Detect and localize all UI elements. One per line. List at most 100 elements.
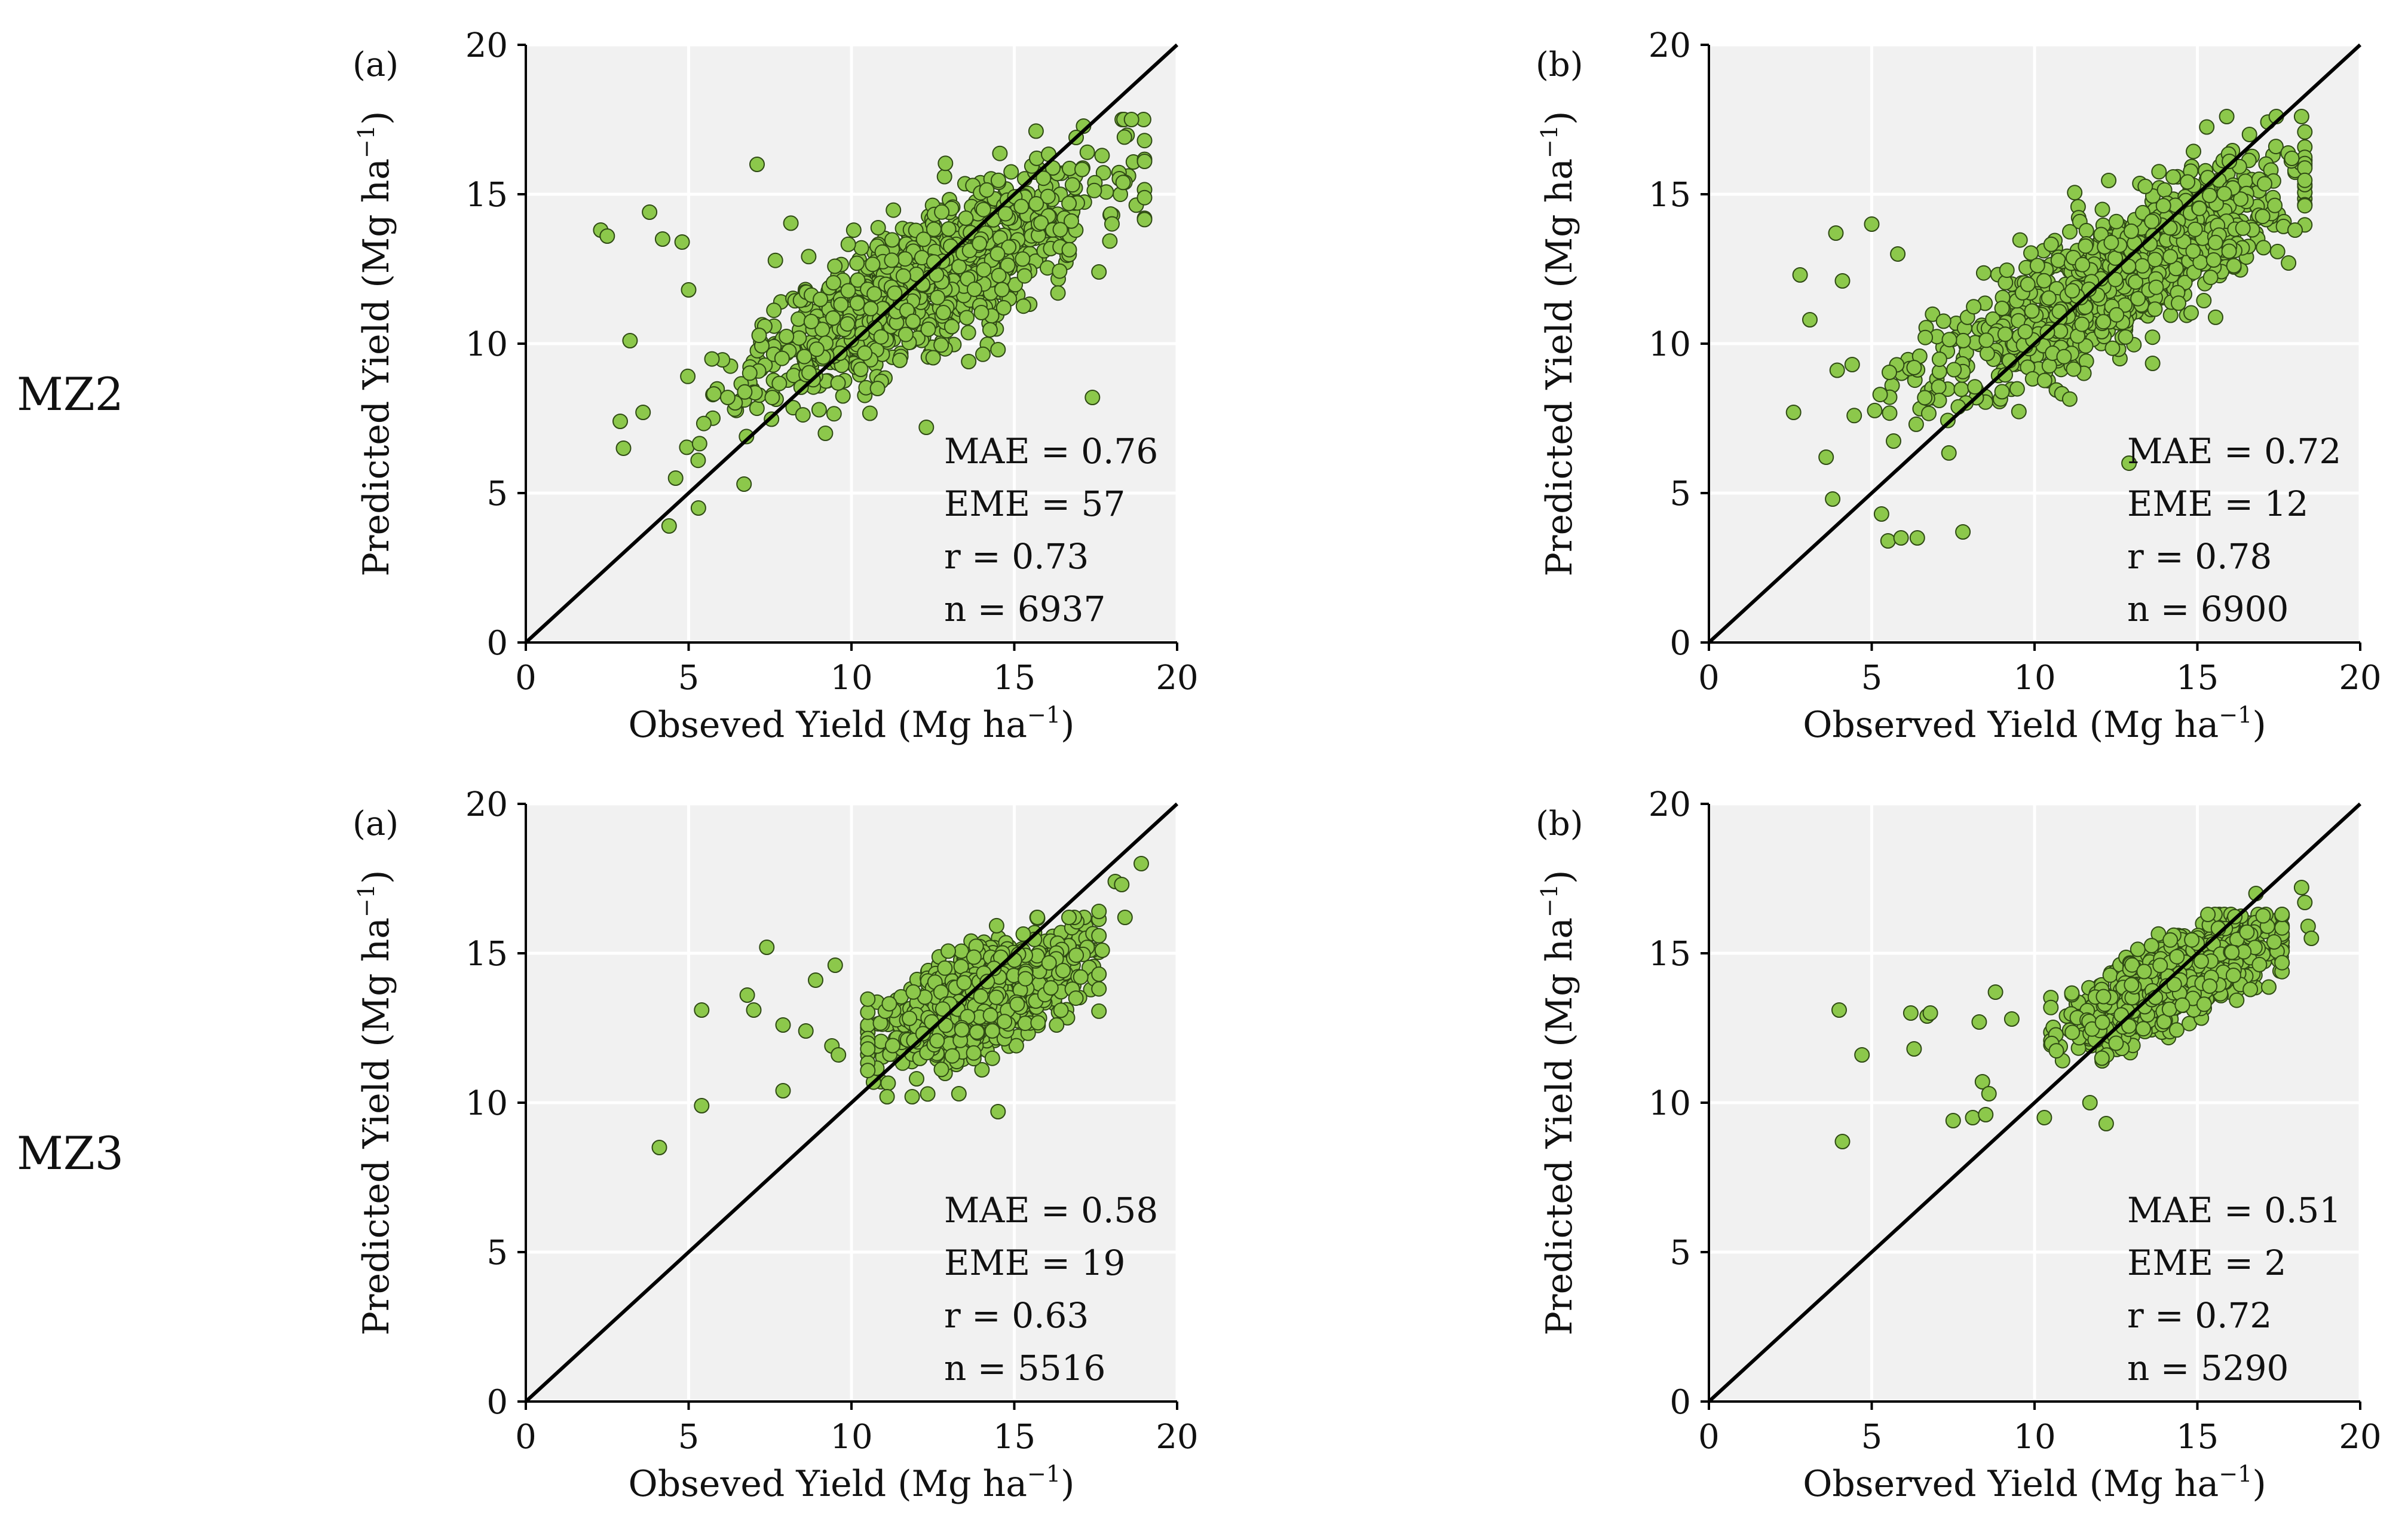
data-point xyxy=(1955,332,1971,348)
data-point xyxy=(1000,257,1016,273)
x-tick-label: 5 xyxy=(678,659,700,697)
data-point xyxy=(2254,209,2271,225)
data-point xyxy=(1931,351,1947,368)
data-point xyxy=(885,1038,900,1054)
data-point xyxy=(961,354,977,369)
data-point xyxy=(1945,1113,1961,1128)
data-point xyxy=(940,943,956,959)
x-tick-label: 10 xyxy=(830,1418,872,1457)
data-point xyxy=(992,145,1008,161)
data-point xyxy=(1935,313,1951,329)
data-point xyxy=(1114,877,1130,892)
data-point xyxy=(2166,977,2182,993)
data-point xyxy=(897,326,914,342)
data-point xyxy=(1979,345,1995,362)
data-point xyxy=(2130,941,2146,957)
data-point xyxy=(860,1004,876,1020)
data-point xyxy=(808,972,823,988)
data-point xyxy=(2064,985,2080,1001)
stat-annotation: r = 0.63 xyxy=(944,1295,1089,1336)
data-point xyxy=(766,302,782,319)
data-point xyxy=(2196,293,2212,308)
stat-annotation: n = 5290 xyxy=(2127,1348,2288,1388)
data-point xyxy=(791,311,807,327)
data-point xyxy=(1049,1017,1065,1033)
x-tick-label: 10 xyxy=(830,659,872,697)
x-axis-label-close: ) xyxy=(2252,704,2266,746)
data-point xyxy=(830,375,846,391)
data-point xyxy=(1946,362,1962,378)
data-point xyxy=(2020,276,2036,292)
data-point xyxy=(915,231,932,247)
x-tick-label: 10 xyxy=(2013,1418,2055,1457)
data-point xyxy=(862,405,878,421)
data-point xyxy=(661,518,677,534)
data-point xyxy=(1091,966,1107,982)
data-point xyxy=(813,291,829,307)
data-point xyxy=(991,268,1007,283)
data-point xyxy=(887,285,903,301)
data-point xyxy=(1040,188,1056,204)
data-point xyxy=(2134,258,2150,274)
data-point xyxy=(920,321,936,337)
data-point xyxy=(736,476,752,492)
data-point xyxy=(742,365,758,381)
y-tick-label: 20 xyxy=(1649,26,1691,65)
x-axis-label: Observed Yield (Mg ha−1) xyxy=(1803,1461,2266,1505)
data-point xyxy=(1052,263,1068,279)
data-point xyxy=(1834,273,1851,289)
data-point xyxy=(2274,907,2290,922)
data-point xyxy=(2094,201,2110,218)
data-point xyxy=(2199,119,2215,135)
data-point xyxy=(2102,967,2118,983)
data-point xyxy=(2124,977,2140,993)
x-axis-label-superscript: −1 xyxy=(1027,1461,1061,1487)
data-point xyxy=(2293,109,2309,124)
stat-annotation: n = 6900 xyxy=(2127,589,2288,629)
data-point xyxy=(1953,381,1969,397)
data-point xyxy=(827,957,843,973)
data-point xyxy=(909,1071,924,1087)
y-tick-label: 0 xyxy=(486,1383,508,1422)
data-point xyxy=(1965,1110,1981,1125)
data-point xyxy=(2152,957,2168,974)
data-point xyxy=(892,352,908,368)
y-axis-label-superscript: −1 xyxy=(353,125,379,158)
data-point xyxy=(940,221,957,237)
scatter-chart: 0 5 10 15 20 0 5 10 15 20 (b) Observed Yield (Mg ha… xyxy=(1536,26,2382,746)
x-axis-label-text: Observed Yield (Mg ha xyxy=(1803,1463,2219,1505)
data-point xyxy=(969,1024,985,1040)
data-point xyxy=(2183,305,2199,321)
data-point xyxy=(2303,931,2320,946)
y-tick-label: 0 xyxy=(1669,1383,1691,1422)
data-point xyxy=(2095,314,2112,330)
x-axis-label-superscript: −1 xyxy=(1027,702,1061,728)
x-axis-label-close: ) xyxy=(1061,704,1074,746)
data-point xyxy=(1921,405,1937,421)
y-axis-label-superscript: −1 xyxy=(353,884,379,917)
data-point xyxy=(2241,127,2257,142)
data-point xyxy=(1902,1005,1919,1021)
data-point xyxy=(936,169,952,185)
data-point xyxy=(749,157,765,172)
y-tick-label: 10 xyxy=(1649,325,1691,364)
data-point xyxy=(1975,265,1992,281)
data-point xyxy=(759,940,775,955)
data-point xyxy=(1831,1002,1847,1018)
data-point xyxy=(2235,220,2251,236)
data-point xyxy=(1931,379,1947,395)
data-point xyxy=(2078,222,2094,238)
data-point xyxy=(895,268,911,284)
data-point xyxy=(994,282,1010,298)
data-point xyxy=(1854,1047,1870,1063)
data-point xyxy=(988,989,1004,1005)
y-axis-label-close: ) xyxy=(1539,111,1580,125)
data-point xyxy=(1978,1107,1994,1122)
data-point xyxy=(2168,1022,2185,1038)
data-point xyxy=(1041,955,1057,971)
data-point xyxy=(2222,154,2238,169)
stat-annotation: r = 0.72 xyxy=(2127,1295,2272,1336)
data-point xyxy=(2036,273,2052,289)
data-point xyxy=(2216,186,2232,201)
data-point xyxy=(915,1026,931,1042)
